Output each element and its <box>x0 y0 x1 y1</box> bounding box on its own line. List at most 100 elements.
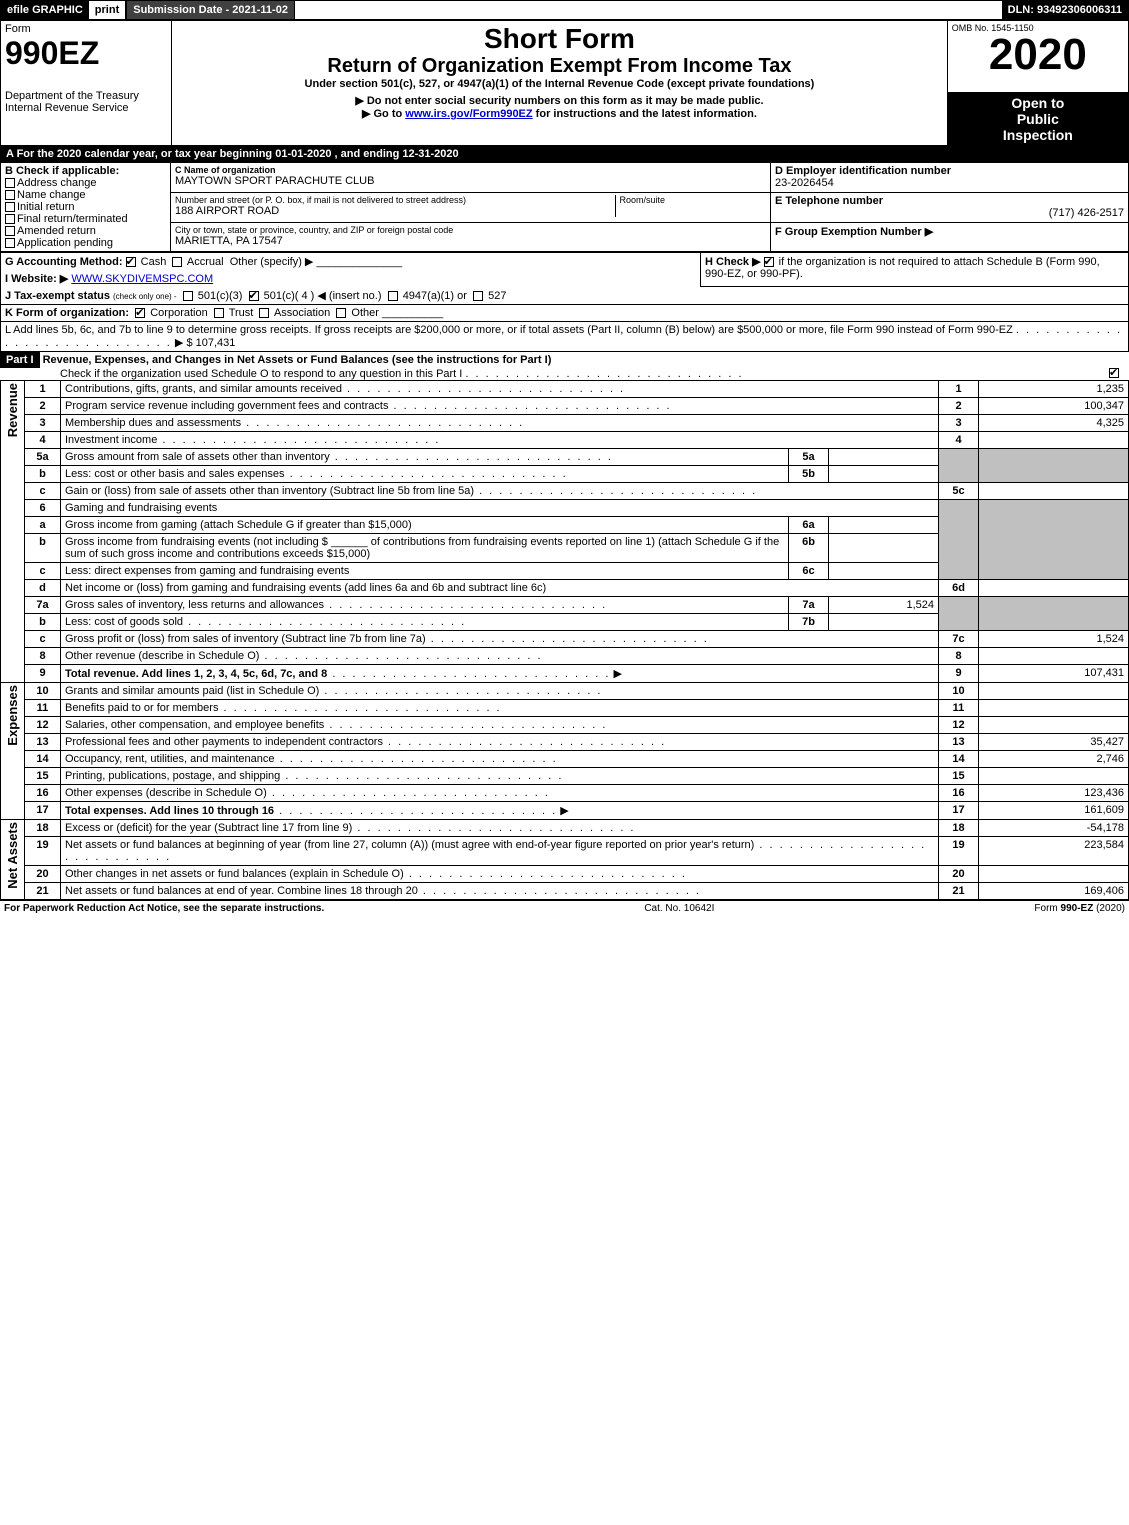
row-h-label: H Check ▶ <box>705 256 764 268</box>
chk-501c3[interactable] <box>183 291 193 301</box>
line-18-box: 18 <box>939 820 979 837</box>
line-16-value: 123,436 <box>979 785 1129 802</box>
line-6-text: Gaming and fundraising events <box>61 500 939 517</box>
form-subtitle: Return of Organization Exempt From Incom… <box>176 55 943 78</box>
line-17-num: 17 <box>25 802 61 820</box>
chk-accrual[interactable] <box>172 257 182 267</box>
line-16-text: Other expenses (describe in Schedule O) <box>65 787 267 799</box>
chk-address-change[interactable]: Address change <box>5 177 166 189</box>
chk-schedule-o[interactable] <box>1109 368 1119 378</box>
row-l-arrow: ▶ $ <box>175 337 193 349</box>
chk-schedule-b[interactable] <box>764 257 774 267</box>
line-13-num: 13 <box>25 734 61 751</box>
line-6d-text: Net income or (loss) from gaming and fun… <box>61 580 939 597</box>
line-3-num: 3 <box>25 415 61 432</box>
line-6d: d Net income or (loss) from gaming and f… <box>1 580 1129 597</box>
line-2-box: 2 <box>939 398 979 415</box>
opt-4947: 4947(a)(1) or <box>403 290 467 302</box>
submission-date-label: Submission Date - <box>133 4 232 16</box>
top-bar: efile GRAPHIC print Submission Date - 20… <box>0 0 1129 20</box>
chk-4947[interactable] <box>388 291 398 301</box>
website-link[interactable]: WWW.SKYDIVEMSPC.COM <box>71 273 213 285</box>
line-7b-num: b <box>25 614 61 631</box>
chk-final-return[interactable]: Final return/terminated <box>5 213 166 225</box>
line-10-num: 10 <box>25 683 61 700</box>
line-6b-ivalue <box>829 534 939 563</box>
row-j-label: J Tax-exempt status <box>5 290 110 302</box>
line-1-box: 1 <box>939 381 979 398</box>
city-value: MARIETTA, PA 17547 <box>175 235 766 247</box>
opt-accrual: Accrual <box>187 256 224 268</box>
warn2-pre: ▶ Go to <box>362 108 405 120</box>
line-17-box: 17 <box>939 802 979 820</box>
line-1-num: 1 <box>25 381 61 398</box>
line-7a-ivalue: 1,524 <box>829 597 939 614</box>
line-16: 16 Other expenses (describe in Schedule … <box>1 785 1129 802</box>
chk-corp[interactable] <box>135 308 145 318</box>
line-8-text: Other revenue (describe in Schedule O) <box>65 650 259 662</box>
line-6b-ibox: 6b <box>789 534 829 563</box>
opt-527: 527 <box>488 290 506 302</box>
line-1: Revenue 1 Contributions, gifts, grants, … <box>1 381 1129 398</box>
chk-application-pending[interactable]: Application pending <box>5 237 166 249</box>
line-16-num: 16 <box>25 785 61 802</box>
line-9-box: 9 <box>939 665 979 683</box>
opt-cash: Cash <box>141 256 167 268</box>
chk-other-org[interactable] <box>336 308 346 318</box>
phone-value: (717) 426-2517 <box>775 207 1124 219</box>
footer-right-pre: Form <box>1034 903 1060 914</box>
line-2-text: Program service revenue including govern… <box>65 400 388 412</box>
line-18: Net Assets 18 Excess or (deficit) for th… <box>1 820 1129 837</box>
row-l-text: L Add lines 5b, 6c, and 7b to line 9 to … <box>5 324 1013 336</box>
line-5b-num: b <box>25 466 61 483</box>
opt-amended-return: Amended return <box>17 225 96 237</box>
line-3: 3 Membership dues and assessments 3 4,32… <box>1 415 1129 432</box>
chk-initial-return[interactable]: Initial return <box>5 201 166 213</box>
line-5c-num: c <box>25 483 61 500</box>
warning-ssn: ▶ Do not enter social security numbers o… <box>176 94 943 107</box>
line-5b-text: Less: cost or other basis and sales expe… <box>65 468 285 480</box>
irs-link[interactable]: www.irs.gov/Form990EZ <box>405 108 532 120</box>
print-button[interactable]: print <box>89 1 127 19</box>
section-netassets: Net Assets <box>5 822 20 889</box>
chk-501c[interactable] <box>249 291 259 301</box>
chk-assoc[interactable] <box>259 308 269 318</box>
chk-cash[interactable] <box>126 257 136 267</box>
form-under: Under section 501(c), 527, or 4947(a)(1)… <box>176 78 943 90</box>
line-19: 19 Net assets or fund balances at beginn… <box>1 837 1129 866</box>
line-10-text: Grants and similar amounts paid (list in… <box>65 685 319 697</box>
chk-trust[interactable] <box>214 308 224 318</box>
line-9-text: Total revenue. Add lines 1, 2, 3, 4, 5c,… <box>65 668 327 680</box>
opt-assoc: Association <box>274 307 330 319</box>
line-4-box: 4 <box>939 432 979 449</box>
opt-trust: Trust <box>229 307 254 319</box>
line-20-text: Other changes in net assets or fund bala… <box>65 868 404 880</box>
line-21-text: Net assets or fund balances at end of ye… <box>65 885 418 897</box>
shade-5v <box>979 449 1129 483</box>
line-11: 11 Benefits paid to or for members 11 <box>1 700 1129 717</box>
line-7c-num: c <box>25 631 61 648</box>
line-6d-value <box>979 580 1129 597</box>
line-2: 2 Program service revenue including gove… <box>1 398 1129 415</box>
line-7a: 7a Gross sales of inventory, less return… <box>1 597 1129 614</box>
line-9-value: 107,431 <box>979 665 1129 683</box>
line-19-text: Net assets or fund balances at beginning… <box>65 839 754 851</box>
chk-527[interactable] <box>473 291 483 301</box>
line-3-text: Membership dues and assessments <box>65 417 241 429</box>
line-11-box: 11 <box>939 700 979 717</box>
topbar-spacer <box>295 1 1002 19</box>
part1-sub: Check if the organization used Schedule … <box>60 368 462 380</box>
line-12-value <box>979 717 1129 734</box>
line-2-value: 100,347 <box>979 398 1129 415</box>
line-7c-text: Gross profit or (loss) from sales of inv… <box>65 633 426 645</box>
line-3-value: 4,325 <box>979 415 1129 432</box>
opt-initial-return: Initial return <box>17 201 74 213</box>
line-5a: 5a Gross amount from sale of assets othe… <box>1 449 1129 466</box>
line-17-arrow: ▶ <box>560 805 568 817</box>
line-10-value <box>979 683 1129 700</box>
chk-name-change[interactable]: Name change <box>5 189 166 201</box>
line-18-text: Excess or (deficit) for the year (Subtra… <box>65 822 352 834</box>
line-15-value <box>979 768 1129 785</box>
line-15: 15 Printing, publications, postage, and … <box>1 768 1129 785</box>
chk-amended-return[interactable]: Amended return <box>5 225 166 237</box>
